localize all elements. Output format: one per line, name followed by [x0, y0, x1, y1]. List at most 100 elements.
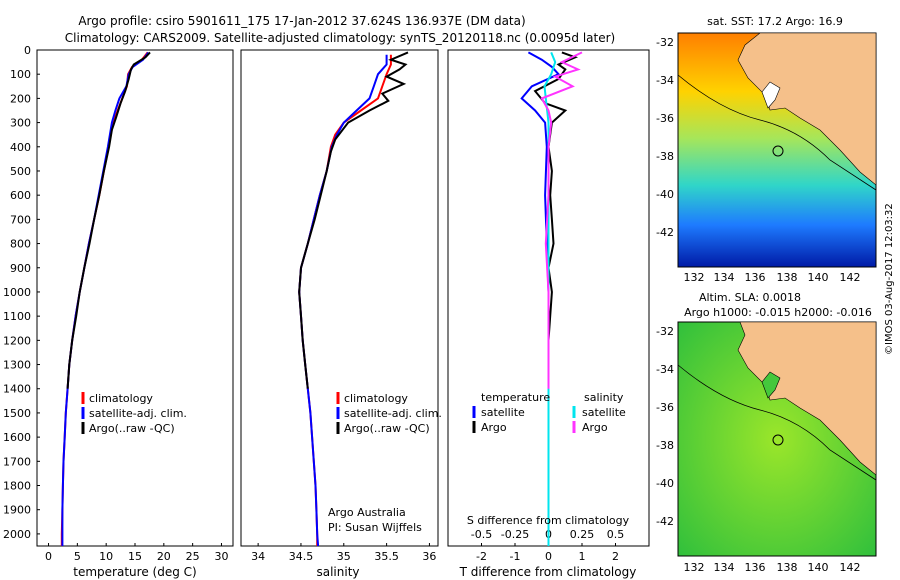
map-x-tick: 138: [777, 561, 798, 574]
temperature-x-ticks: 0 5 10 15 20 25 30: [45, 543, 228, 563]
map-x-tick: 142: [840, 561, 861, 574]
salinity-panel: 34 34.5 35 35.5 36 climatology satellite-adj…: [240, 49, 442, 579]
map-y-tick: -38: [656, 439, 674, 452]
x-tick-top-label: -0.25: [501, 528, 529, 541]
x-tick-label: 30: [214, 550, 228, 563]
sst-map-land: [737, 32, 877, 186]
depth-tick-label: 800: [10, 238, 31, 251]
map-y-tick: -42: [656, 515, 674, 528]
legend-label-satellite: satellite-adj. clim.: [89, 407, 187, 420]
map-x-tick: 134: [714, 561, 735, 574]
legend-label-argo-t: Argo: [481, 421, 507, 434]
map-x-tick: 136: [745, 271, 766, 284]
legend-label-argo: Argo(..raw -QC): [89, 422, 175, 435]
sst-map: sat. SST: 17.2 Argo: 16.9 -32 -34 -36 -3…: [656, 15, 877, 284]
legend-label-argo: Argo(..raw -QC): [344, 422, 430, 435]
depth-tick-label: 700: [10, 213, 31, 226]
temperature-depth-ticks: 0 100 200 300 400 500 600 700 800 900 1000 1100 1200…: [3, 44, 40, 541]
temperature-axes-box: [36, 49, 234, 547]
x-tick-label: 35.5: [374, 550, 399, 563]
x-tick-label: 10: [99, 550, 113, 563]
sla-map-shelf-line: [677, 364, 877, 481]
legend-label-climatology: climatology: [89, 392, 153, 405]
map-x-tick: 138: [777, 271, 798, 284]
sla-map: Altim. SLA: 0.0018 Argo h1000: -0.015 h2…: [656, 291, 877, 574]
x-tick-label: -2: [476, 550, 487, 563]
map-y-tick: -32: [656, 36, 674, 49]
sla-map-y-ticks: -32 -34 -36 -38 -40 -42: [656, 325, 674, 528]
map-x-tick: 142: [840, 271, 861, 284]
difference-series: [520, 51, 583, 546]
x-tick-label: 2: [612, 550, 619, 563]
depth-tick-label: 1300: [3, 359, 31, 372]
salinity-xlabel: salinity: [316, 565, 359, 579]
depth-tick-label: 600: [10, 189, 31, 202]
depth-tick-label: 2000: [3, 528, 31, 541]
depth-tick-label: 1000: [3, 286, 31, 299]
sst-map-x-ticks: 132 134 136 138 140 142: [684, 271, 861, 284]
temperature-panel: 0100200300400500600700800900100011001200…: [3, 44, 234, 579]
legend-header-temperature: temperature: [481, 391, 550, 404]
temperature-series: [60, 51, 151, 546]
legend-label-argo-s: Argo: [582, 421, 608, 434]
depth-tick-label: 1400: [3, 383, 31, 396]
sla-map-title-line1: Altim. SLA: 0.0018: [699, 291, 801, 304]
series-line-argo-raw-qc: [66, 51, 151, 389]
x-tick-top-label: 0.5: [607, 528, 625, 541]
series-line-argo-raw-qc: [298, 51, 409, 389]
map-x-tick: 140: [808, 561, 829, 574]
sst-map-gulf: [761, 81, 781, 109]
x-tick-label: 1: [579, 550, 586, 563]
difference-xlabel-top: S difference from climatology: [467, 514, 630, 527]
salinity-annotation-line2: PI: Susan Wijffels: [328, 521, 422, 534]
map-x-tick: 140: [808, 271, 829, 284]
difference-x-ticks: -2 -1 0 1 2-0.5 -0.25 0 0.25 0.5: [471, 528, 624, 563]
series-line-argo-temperature: [533, 51, 579, 389]
depth-tick-label: 1100: [3, 310, 31, 323]
map-x-tick: 134: [714, 271, 735, 284]
difference-xlabel: T difference from climatology: [459, 565, 637, 579]
depth-tick-label: 1600: [3, 431, 31, 444]
x-tick-label: 25: [186, 550, 200, 563]
depth-tick-label: 1900: [3, 504, 31, 517]
map-x-tick: 136: [745, 561, 766, 574]
x-tick-label: 20: [157, 550, 171, 563]
map-y-tick: -40: [656, 477, 674, 490]
temperature-xlabel: temperature (deg C): [73, 565, 196, 579]
salinity-x-ticks: 34 34.5 35 35.5 36: [251, 543, 436, 563]
sst-map-y-ticks: -32 -34 -36 -38 -40 -42: [656, 36, 674, 239]
legend-label-satellite-s: satellite: [582, 406, 626, 419]
depth-tick-label: 1800: [3, 480, 31, 493]
temperature-legend: climatology satellite-adj. clim. Argo(..…: [81, 392, 187, 435]
copyright-timestamp: ©IMOS 03-Aug-2017 12:03:32: [884, 203, 895, 355]
x-tick-label: 36: [422, 550, 436, 563]
x-tick-label: 0: [545, 550, 552, 563]
depth-tick-label: 400: [10, 141, 31, 154]
figure-title-line1: Argo profile: csiro 5901611_175 17-Jan-2…: [78, 14, 525, 28]
map-y-tick: -38: [656, 150, 674, 163]
sla-map-land: [737, 321, 877, 476]
legend-label-climatology: climatology: [344, 392, 408, 405]
x-tick-label: -1: [510, 550, 521, 563]
sla-map-title-line2: Argo h1000: -0.015 h2000: -0.016: [684, 306, 872, 319]
depth-tick-label: 100: [10, 68, 31, 81]
legend-label-satellite-t: satellite: [481, 406, 525, 419]
argo-float-marker: [772, 145, 784, 157]
depth-tick-label: 300: [10, 117, 31, 130]
depth-tick-label: 1200: [3, 334, 31, 347]
depth-tick-label: 200: [10, 92, 31, 105]
sst-map-shelf-line: [677, 74, 877, 191]
x-tick-top-label: 0.25: [570, 528, 595, 541]
depth-tick-label: 1500: [3, 407, 31, 420]
map-y-tick: -34: [656, 363, 674, 376]
sst-map-title: sat. SST: 17.2 Argo: 16.9: [707, 15, 843, 28]
salinity-legend: climatology satellite-adj. clim. Argo(..…: [336, 392, 442, 435]
map-x-tick: 132: [684, 271, 705, 284]
depth-tick-label: 500: [10, 165, 31, 178]
salinity-annotation-line1: Argo Australia: [328, 506, 406, 519]
x-tick-label: 34.5: [289, 550, 314, 563]
series-line-argo-salinity: [540, 51, 583, 389]
depth-tick-label: 0: [24, 44, 31, 57]
map-x-tick: 132: [684, 561, 705, 574]
